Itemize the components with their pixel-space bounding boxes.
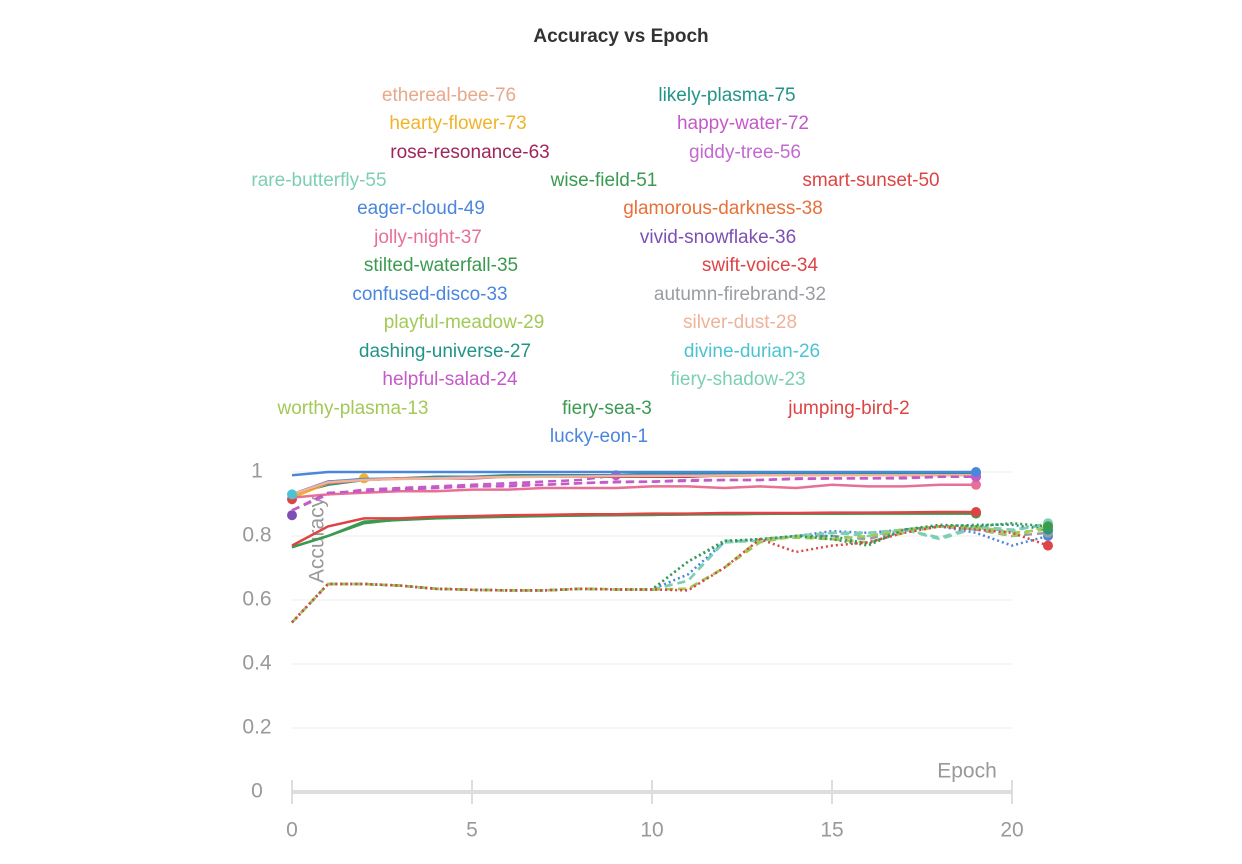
legend-entry: swift-voice-34 <box>702 255 819 276</box>
series-line <box>291 521 1049 624</box>
y-tick-label: 0 <box>251 780 263 803</box>
legend-entry: eager-cloud-49 <box>357 198 485 219</box>
legend-entry: jumping-bird-2 <box>787 398 909 419</box>
series-line <box>291 525 1049 624</box>
series-line <box>291 473 976 496</box>
legend-entry: glamorous-darkness-38 <box>623 198 823 219</box>
legend-entry: playful-meadow-29 <box>384 312 545 333</box>
y-tick-label: 0.8 <box>242 524 271 547</box>
y-tick-label: 0.6 <box>242 588 271 611</box>
series-line <box>291 521 1049 624</box>
legend-entry: silver-dust-28 <box>683 312 797 333</box>
legend-entry: smart-sunset-50 <box>802 170 939 191</box>
legend-entry: giddy-tree-56 <box>689 142 801 163</box>
legend-entry: autumn-firebrand-32 <box>654 284 826 305</box>
legend-entry: divine-durian-26 <box>684 341 820 362</box>
legend-entry: happy-water-72 <box>677 113 809 134</box>
y-tick-label: 0.4 <box>242 652 272 675</box>
legend-entry: confused-disco-33 <box>352 284 507 305</box>
legend-entry: lucky-eon-1 <box>550 426 648 447</box>
x-axis-title: Epoch <box>937 760 997 783</box>
series-line <box>291 470 976 477</box>
y-tick-label: 0.2 <box>242 716 271 739</box>
series-end-point <box>1043 540 1053 551</box>
chart-title: Accuracy vs Epoch <box>533 26 708 47</box>
legend-entry: ethereal-bee-76 <box>382 85 516 106</box>
series-end-point <box>1043 521 1053 532</box>
series-line <box>291 523 1049 624</box>
legend-entry: wise-field-51 <box>550 170 658 191</box>
y-tick-label: 1 <box>251 460 263 483</box>
series-end-point <box>287 489 297 500</box>
series-end-point <box>971 479 981 490</box>
legend-entry: helpful-salad-24 <box>382 369 518 390</box>
series-end-point <box>287 510 297 521</box>
series-line <box>291 475 976 512</box>
legend-entry: rose-resonance-63 <box>390 142 549 163</box>
legend-entry: dashing-universe-27 <box>359 341 531 362</box>
legend-entry: vivid-snowflake-36 <box>640 227 796 248</box>
legend-entry: jolly-night-37 <box>373 227 482 248</box>
x-tick-label: 5 <box>466 819 478 842</box>
series-line <box>291 510 976 547</box>
legend-entry: fiery-shadow-23 <box>670 369 805 390</box>
legend-entry: fiery-sea-3 <box>562 398 652 419</box>
x-tick-label: 15 <box>820 819 843 842</box>
legend-entry: worthy-plasma-13 <box>277 398 429 419</box>
series-line <box>291 475 976 512</box>
x-tick-label: 0 <box>286 819 298 842</box>
x-tick-label: 10 <box>640 819 663 842</box>
legend-entry: likely-plasma-75 <box>658 85 795 106</box>
series-line <box>291 483 976 499</box>
series-end-point <box>971 507 981 517</box>
legend-entry: rare-butterfly-55 <box>251 170 386 191</box>
series-end-point <box>971 467 981 477</box>
legend-entry: hearty-flower-73 <box>389 113 526 134</box>
legend-entry: stilted-waterfall-35 <box>364 255 518 276</box>
x-tick-label: 20 <box>1000 819 1023 842</box>
series-line <box>291 523 1049 624</box>
